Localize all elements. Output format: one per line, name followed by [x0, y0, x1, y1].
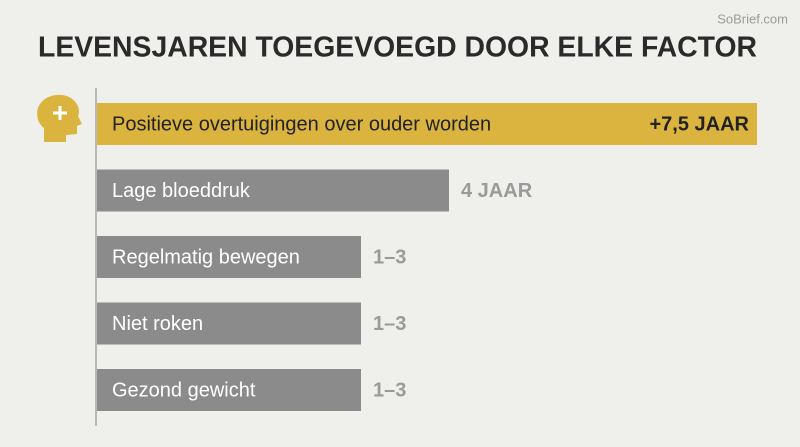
value-label: 1–3 — [373, 379, 406, 401]
value-label: 1–3 — [373, 246, 406, 268]
chart-title: LEVENSJAREN TOEGEVOEGD DOOR ELKE FACTOR — [38, 32, 757, 64]
value-label: +7,5 JAAR — [650, 113, 750, 135]
category-label: Positieve overtuigingen over ouder worde… — [112, 113, 491, 135]
bar — [97, 103, 757, 145]
bar — [97, 369, 361, 411]
category-label: Niet roken — [112, 313, 203, 335]
value-label: 1–3 — [373, 313, 406, 335]
category-label: Gezond gewicht — [112, 379, 256, 401]
category-label: Lage bloeddruk — [112, 180, 251, 202]
watermark: SoBrief.com — [717, 11, 788, 26]
head-icon — [37, 94, 82, 142]
category-label: Regelmatig bewegen — [112, 246, 300, 268]
bar — [97, 236, 361, 278]
bar — [97, 302, 361, 345]
bar — [97, 169, 449, 212]
value-label: 4 JAAR — [461, 180, 533, 202]
